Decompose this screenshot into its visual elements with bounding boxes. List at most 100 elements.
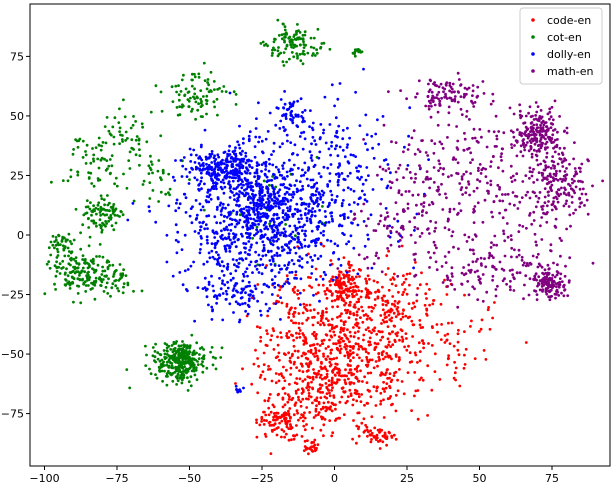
data-point	[427, 158, 430, 162]
data-point	[246, 252, 250, 256]
data-point	[330, 217, 334, 221]
data-point	[397, 167, 400, 170]
data-point	[214, 165, 218, 168]
data-point	[210, 150, 214, 153]
data-point	[257, 253, 261, 257]
data-point	[579, 179, 582, 183]
data-point	[185, 371, 188, 375]
data-point	[422, 346, 425, 350]
data-point	[552, 140, 555, 144]
data-point	[237, 221, 241, 225]
data-point	[333, 104, 336, 108]
data-point	[296, 292, 299, 296]
data-point	[478, 127, 482, 131]
data-point	[183, 233, 187, 237]
data-point	[414, 177, 417, 180]
data-point	[245, 205, 248, 209]
data-point	[289, 111, 293, 115]
data-point	[407, 190, 411, 193]
data-point	[290, 45, 293, 49]
data-point	[282, 376, 285, 379]
data-point	[384, 273, 388, 276]
data-point	[402, 208, 405, 211]
data-point	[324, 273, 327, 277]
data-point	[323, 376, 327, 379]
data-point	[299, 97, 303, 101]
data-point	[295, 52, 299, 55]
data-point	[418, 350, 422, 353]
data-point	[267, 285, 271, 289]
data-point	[234, 154, 238, 158]
data-point	[329, 163, 333, 166]
data-point	[305, 406, 309, 409]
data-point	[235, 199, 239, 203]
data-point	[303, 161, 307, 165]
data-point	[371, 146, 374, 150]
data-point	[188, 147, 192, 151]
data-point	[210, 177, 213, 181]
data-point	[111, 263, 115, 267]
data-point	[384, 169, 388, 173]
data-point	[183, 352, 187, 355]
data-point	[237, 176, 241, 180]
data-point	[201, 364, 205, 368]
data-point	[398, 238, 402, 242]
data-point	[238, 320, 241, 324]
data-point	[244, 193, 247, 197]
data-point	[381, 434, 385, 438]
data-point	[550, 203, 554, 207]
data-point	[313, 334, 316, 338]
data-point	[427, 104, 431, 108]
data-point	[232, 311, 235, 314]
data-point	[271, 205, 275, 209]
data-point	[322, 128, 326, 132]
data-point	[292, 163, 296, 167]
data-point	[122, 172, 125, 176]
data-point	[548, 137, 551, 141]
data-point	[68, 240, 72, 243]
data-point	[368, 340, 372, 344]
data-point	[528, 166, 532, 170]
data-point	[154, 220, 158, 224]
data-point	[486, 189, 489, 193]
data-point	[290, 236, 294, 239]
data-point	[456, 148, 460, 151]
data-point	[418, 323, 422, 327]
data-point	[426, 228, 429, 231]
data-point	[300, 265, 304, 269]
data-point	[533, 277, 537, 280]
data-point	[156, 351, 160, 355]
data-point	[235, 203, 239, 207]
data-point	[367, 360, 371, 364]
data-point	[338, 223, 342, 227]
data-point	[367, 351, 370, 355]
data-point	[426, 177, 430, 181]
data-point	[207, 156, 210, 160]
data-point	[171, 350, 175, 354]
data-point	[399, 317, 403, 321]
data-point	[526, 190, 529, 194]
data-point	[409, 233, 413, 237]
data-point	[366, 434, 369, 438]
data-point	[291, 289, 295, 292]
data-point	[260, 420, 263, 423]
data-point	[262, 419, 266, 422]
data-point	[541, 174, 544, 177]
data-point	[91, 257, 95, 261]
data-point	[584, 192, 588, 196]
data-point	[225, 169, 228, 173]
data-point	[82, 281, 86, 285]
data-point	[524, 193, 528, 197]
data-point	[242, 242, 246, 245]
data-point	[102, 290, 106, 293]
data-point	[260, 169, 263, 173]
data-point	[261, 40, 265, 44]
data-point	[207, 251, 211, 255]
data-point	[196, 96, 199, 100]
data-point	[301, 110, 304, 114]
data-point	[293, 33, 296, 37]
data-point	[351, 403, 355, 407]
data-point	[309, 276, 312, 279]
data-point	[299, 303, 302, 306]
data-point	[343, 217, 346, 221]
